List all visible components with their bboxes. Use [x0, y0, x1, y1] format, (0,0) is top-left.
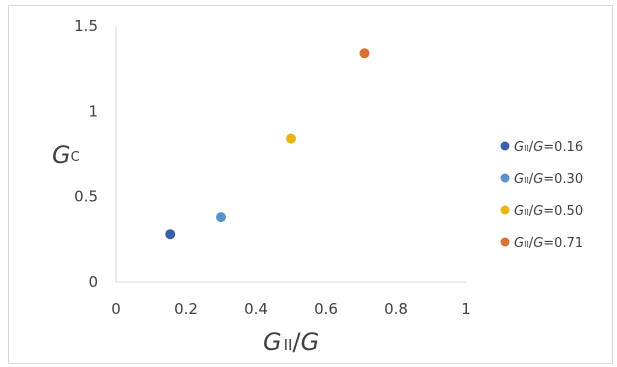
- x-tick-label: 0.8: [384, 300, 408, 318]
- axes: [115, 26, 466, 283]
- legend-label: GII/G=0.71: [514, 236, 583, 251]
- legend-marker: [500, 237, 510, 247]
- data-point: [359, 48, 370, 59]
- x-tick-label: 0.2: [174, 300, 198, 318]
- legend-marker: [500, 173, 510, 183]
- legend-label: GII/G=0.16: [514, 140, 583, 155]
- data-point: [286, 133, 296, 144]
- legend-marker: [500, 205, 510, 215]
- y-axis-title: GC: [52, 141, 80, 169]
- data-point: [165, 229, 176, 240]
- y-tick-labels: 0 0.5 1 1.5: [74, 17, 98, 291]
- x-tick-label: 0: [111, 300, 121, 318]
- legend-label: GII/G=0.50: [514, 204, 583, 219]
- x-tick-label: 0.4: [244, 300, 268, 318]
- y-tick-label: 1.5: [74, 17, 98, 35]
- y-tick-label: 0: [88, 273, 98, 291]
- y-tick-label: 0.5: [74, 188, 98, 206]
- x-axis-title: G II/G: [263, 328, 319, 356]
- legend-marker: [500, 141, 510, 151]
- legend-label: GII/G=0.30: [514, 172, 583, 187]
- y-tick-label: 1: [88, 102, 98, 120]
- x-tick-label: 0.6: [314, 300, 338, 318]
- data-points: [165, 48, 370, 240]
- legend: GII/G=0.16 GII/G=0.30 GII/G=0.50 GII/G=0.71: [500, 140, 583, 251]
- chart-frame: [8, 5, 613, 364]
- x-tick-label: 1: [461, 300, 471, 318]
- data-point: [216, 212, 226, 223]
- x-tick-labels: 0 0.2 0.4 0.6 0.8 1: [111, 300, 471, 318]
